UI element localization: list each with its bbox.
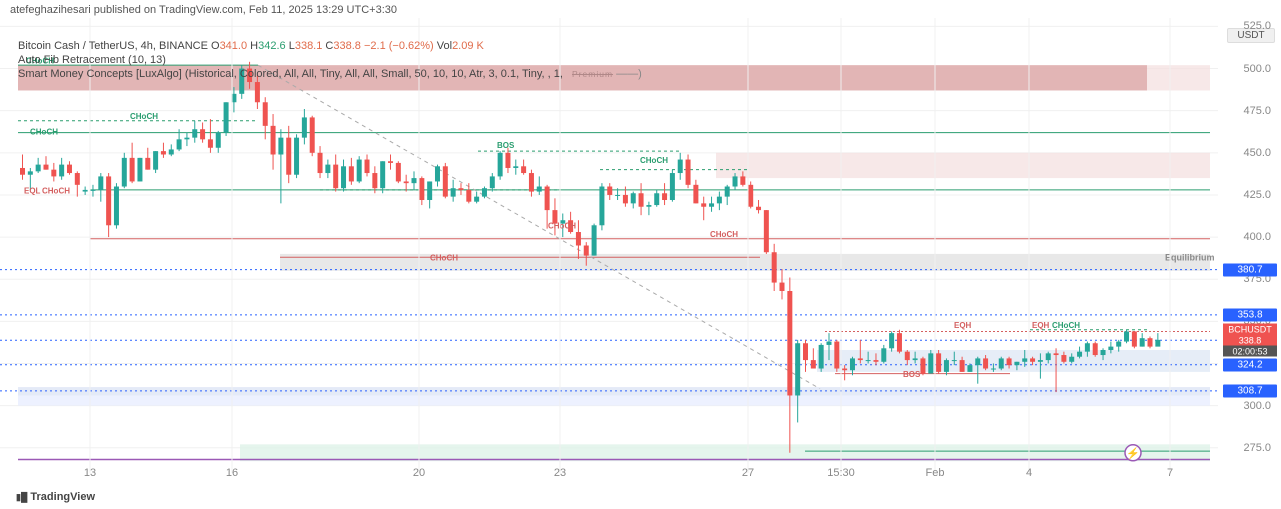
svg-text:BOS: BOS (497, 141, 515, 150)
x-axis: 13 16 20 23 27 15:30 Feb 4 7 (0, 467, 1218, 487)
indicator-smc: Smart Money Concepts [LuxAlgo] (Historic… (18, 68, 642, 80)
x-tick: 23 (554, 467, 566, 479)
svg-text:CHoCH: CHoCH (1052, 321, 1080, 330)
x-tick: 20 (413, 467, 425, 479)
y-tick: 400.0 (1243, 231, 1271, 243)
publish-header: atefeghazihesari published on TradingVie… (0, 0, 1281, 20)
svg-text:CHoCH: CHoCH (548, 222, 576, 231)
svg-text:CHoCH: CHoCH (430, 254, 458, 263)
y-tick: 425.0 (1243, 189, 1271, 201)
tradingview-watermark: ▮█ TradingView (16, 491, 95, 503)
price-tag: 380.7 (1223, 263, 1277, 276)
y-tick: 525.0 (1243, 20, 1271, 32)
x-tick: Feb (926, 467, 945, 479)
ohlc-h: 342.6 (258, 40, 286, 52)
ohlc-l: 338.1 (295, 40, 323, 52)
price-tag: 308.7 (1223, 384, 1277, 397)
chart-plot[interactable]: CHoCHCHoCHEQLCHoCHCHoCHBOSCHoCHCHoCHCHoC… (0, 18, 1218, 473)
pair-line: Bitcoin Cash / TetherUS, 4h, BINANCE O34… (18, 40, 642, 52)
svg-text:CHoCH: CHoCH (710, 230, 738, 239)
svg-text:CHoCH: CHoCH (42, 186, 70, 195)
last-price-tag: BCHUSDT338.802:00:53 (1223, 324, 1277, 357)
legend: Bitcoin Cash / TetherUS, 4h, BINANCE O34… (18, 40, 642, 82)
x-tick: 7 (1167, 467, 1173, 479)
pair-name: Bitcoin Cash / TetherUS, 4h, BINANCE (18, 40, 211, 52)
y-tick: 475.0 (1243, 105, 1271, 117)
ohlc-chg: −2.1 (364, 40, 386, 52)
svg-text:BOS: BOS (903, 370, 921, 379)
y-tick: 300.0 (1243, 400, 1271, 412)
svg-text:EQH: EQH (1032, 321, 1050, 330)
x-tick: 13 (84, 467, 96, 479)
y-tick: 275.0 (1243, 442, 1271, 454)
svg-text:CHoCH: CHoCH (30, 127, 58, 136)
svg-text:EQH: EQH (954, 321, 972, 330)
indicator-fib: Auto Fib Retracement (10, 13) (18, 54, 642, 66)
x-tick: 15:30 (827, 467, 855, 479)
ohlc-o: 341.0 (220, 40, 248, 52)
svg-text:⚡: ⚡ (1126, 447, 1140, 460)
price-tag: 353.8 (1223, 308, 1277, 321)
ohlc-vol: 2.09 K (452, 40, 484, 52)
y-tick: 450.0 (1243, 147, 1271, 159)
ohlc-c: 338.8 (333, 40, 361, 52)
price-tag: 324.2 (1223, 358, 1277, 371)
svg-text:CHoCH: CHoCH (130, 112, 158, 121)
ohlc-chg-pct: (−0.62%) (389, 40, 434, 52)
x-tick: 4 (1026, 467, 1032, 479)
premium-label: Premium (572, 69, 613, 79)
y-tick: 500.0 (1243, 63, 1271, 75)
svg-text:Equilibrium: Equilibrium (1165, 253, 1215, 263)
x-tick: 16 (226, 467, 238, 479)
svg-text:CHoCH: CHoCH (640, 156, 668, 165)
x-tick: 27 (742, 467, 754, 479)
chart-area: Bitcoin Cash / TetherUS, 4h, BINANCE O34… (0, 18, 1281, 509)
svg-text:EQL: EQL (24, 186, 41, 195)
y-axis: USDT 275.0300.0325.0350.0375.0400.0425.0… (1218, 18, 1281, 473)
